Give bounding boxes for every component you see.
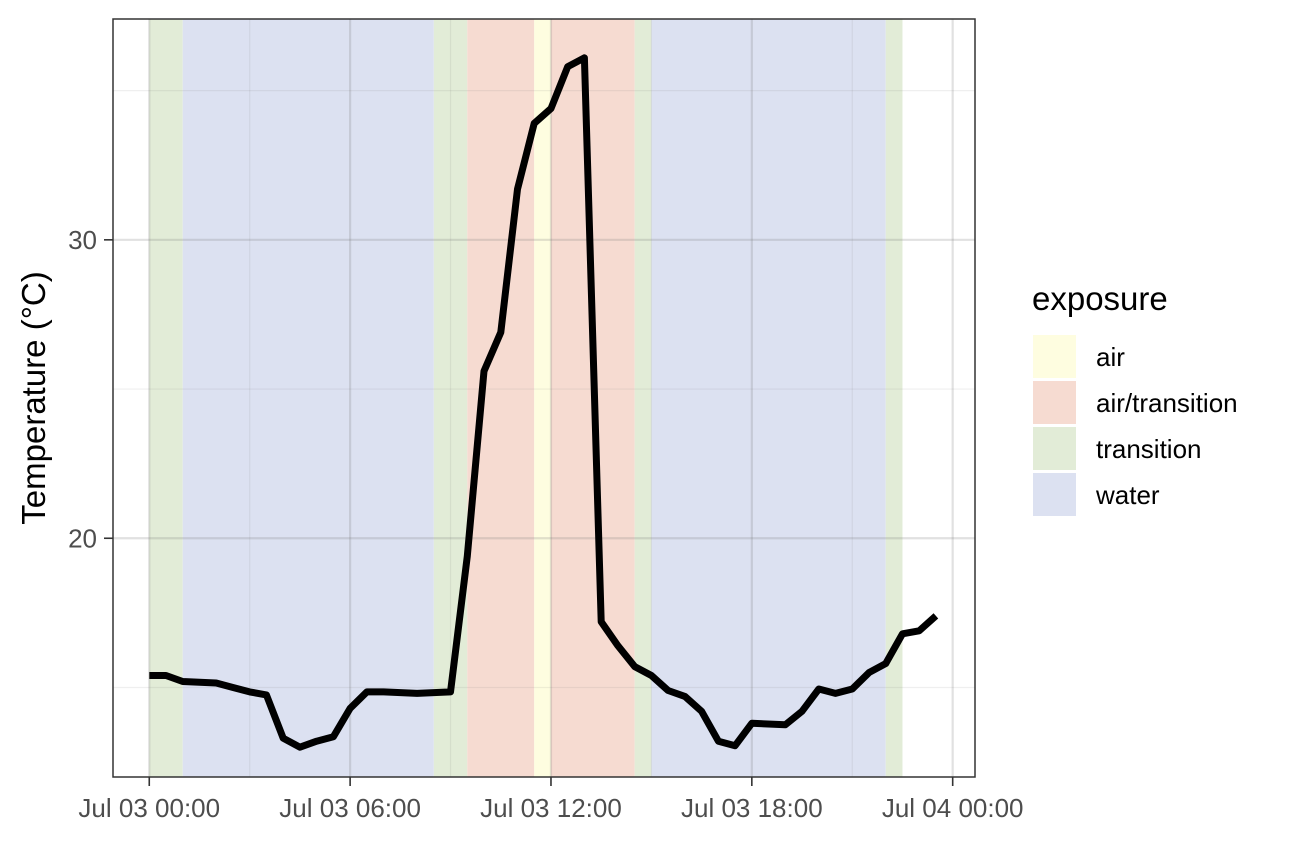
exposure-band-water — [651, 19, 886, 777]
x-tick-label: Jul 03 06:00 — [279, 793, 421, 823]
legend-swatch-water — [1033, 473, 1076, 516]
temperature-line — [149, 54, 939, 751]
exposure-band-transition — [149, 19, 183, 777]
legend: exposure air air/transition transition water — [1032, 280, 1238, 516]
legend-label: air — [1096, 342, 1125, 372]
exposure-band-water — [182, 19, 434, 777]
x-tick-label: Jul 04 00:00 — [882, 793, 1024, 823]
exposure-bands — [149, 19, 903, 777]
legend-label: transition — [1096, 434, 1202, 464]
x-tick-label: Jul 03 00:00 — [78, 793, 220, 823]
series-layer — [149, 54, 939, 751]
panel-border — [112, 18, 976, 778]
legend-title: exposure — [1032, 280, 1168, 317]
exposure-band-transition — [634, 19, 652, 777]
legend-label: water — [1095, 480, 1160, 510]
exposure-band-transition — [433, 19, 468, 777]
exposure-band-air-transition — [467, 19, 535, 777]
legend-swatch-air — [1033, 335, 1076, 378]
exposure-band-air — [534, 19, 551, 777]
x-tick-label: Jul 03 12:00 — [480, 793, 622, 823]
y-tick-label: 20 — [68, 523, 97, 553]
x-axis: Jul 03 00:00 Jul 03 06:00 Jul 03 12:00 Jul … — [78, 777, 1024, 823]
x-tick-label: Jul 03 18:00 — [681, 793, 823, 823]
legend-swatch-air-transition — [1033, 381, 1076, 424]
legend-swatch-transition — [1033, 427, 1076, 470]
legend-label: air/transition — [1096, 388, 1238, 418]
exposure-band-transition — [885, 19, 903, 777]
grid-lines — [113, 19, 975, 777]
y-axis-label: Temperature (°C) — [15, 271, 52, 524]
y-tick-label: 30 — [68, 225, 97, 255]
